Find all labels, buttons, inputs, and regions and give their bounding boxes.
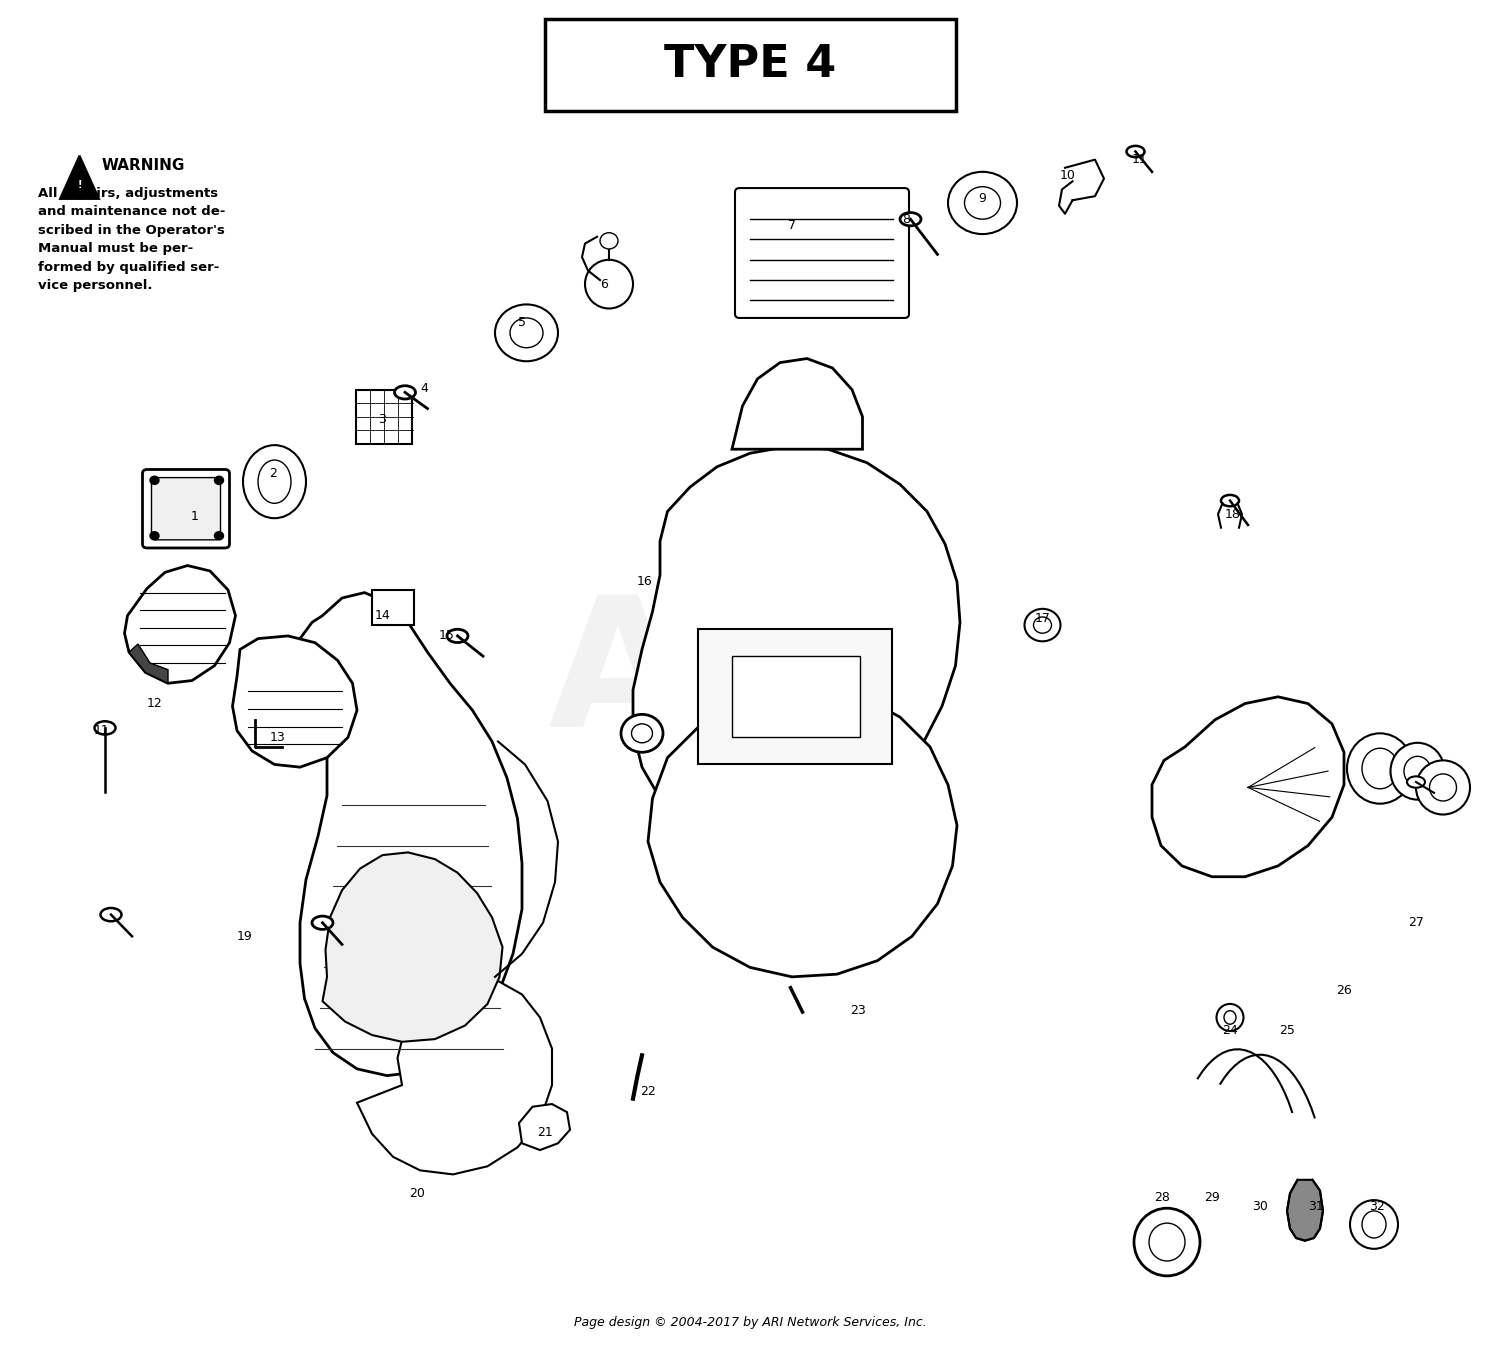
Ellipse shape — [447, 629, 468, 643]
Text: 11: 11 — [1132, 153, 1148, 166]
Text: 10: 10 — [1060, 169, 1076, 183]
Polygon shape — [60, 156, 99, 199]
Text: 25: 25 — [1280, 1024, 1294, 1038]
Polygon shape — [1287, 1180, 1323, 1241]
Polygon shape — [357, 977, 552, 1174]
Text: WARNING: WARNING — [102, 158, 186, 173]
Ellipse shape — [1362, 748, 1398, 789]
Ellipse shape — [632, 724, 652, 743]
Text: 6: 6 — [600, 277, 609, 291]
Text: 22: 22 — [640, 1085, 656, 1099]
Bar — [356, 390, 413, 444]
Polygon shape — [648, 687, 957, 977]
Ellipse shape — [495, 304, 558, 361]
Ellipse shape — [1221, 495, 1239, 506]
Text: 24: 24 — [1222, 1024, 1238, 1038]
Ellipse shape — [585, 260, 633, 308]
FancyBboxPatch shape — [142, 469, 230, 548]
Ellipse shape — [1024, 609, 1060, 641]
Text: 19: 19 — [237, 930, 252, 943]
Bar — [372, 590, 414, 625]
Bar — [698, 629, 892, 764]
Text: 12: 12 — [147, 697, 162, 710]
Text: 5: 5 — [518, 315, 526, 329]
Ellipse shape — [1134, 1208, 1200, 1276]
Ellipse shape — [621, 714, 663, 752]
Ellipse shape — [600, 233, 618, 249]
Ellipse shape — [150, 476, 159, 484]
Polygon shape — [519, 1104, 570, 1150]
Polygon shape — [1152, 697, 1344, 877]
Ellipse shape — [214, 476, 223, 484]
FancyBboxPatch shape — [735, 188, 909, 318]
Text: 20: 20 — [410, 1187, 424, 1200]
Bar — [732, 656, 860, 737]
Text: TYPE 4: TYPE 4 — [664, 43, 836, 87]
Ellipse shape — [1430, 774, 1456, 801]
Text: 17: 17 — [1035, 612, 1050, 625]
Text: 4: 4 — [420, 382, 429, 395]
Text: 28: 28 — [1155, 1191, 1170, 1204]
Ellipse shape — [94, 721, 116, 735]
Text: All repairs, adjustments
and maintenance not de-
scribed in the Operator's
Manua: All repairs, adjustments and maintenance… — [38, 187, 225, 292]
Polygon shape — [124, 566, 236, 683]
Ellipse shape — [1216, 1004, 1243, 1031]
Text: 29: 29 — [1204, 1191, 1219, 1204]
Ellipse shape — [312, 916, 333, 930]
Polygon shape — [322, 852, 502, 1042]
Ellipse shape — [1350, 1200, 1398, 1249]
Ellipse shape — [1224, 1011, 1236, 1024]
Text: 30: 30 — [1252, 1200, 1268, 1214]
Polygon shape — [633, 446, 960, 842]
Polygon shape — [300, 593, 522, 1076]
Text: 1: 1 — [190, 510, 200, 524]
Ellipse shape — [1404, 756, 1431, 786]
Ellipse shape — [1362, 1211, 1386, 1238]
Ellipse shape — [150, 532, 159, 540]
Ellipse shape — [964, 187, 1000, 219]
Text: 3: 3 — [378, 413, 387, 426]
Text: ARI: ARI — [548, 589, 892, 764]
Ellipse shape — [1347, 733, 1413, 804]
Text: 27: 27 — [1408, 916, 1424, 930]
Text: 16: 16 — [638, 575, 652, 589]
Text: 15: 15 — [440, 629, 454, 643]
Ellipse shape — [214, 532, 223, 540]
Text: 7: 7 — [788, 219, 796, 233]
Ellipse shape — [1390, 743, 1444, 800]
Text: 31: 31 — [1308, 1200, 1323, 1214]
Ellipse shape — [1034, 617, 1052, 633]
Text: 9: 9 — [978, 192, 987, 206]
Ellipse shape — [243, 445, 306, 518]
Ellipse shape — [1126, 146, 1144, 157]
Text: 32: 32 — [1370, 1200, 1384, 1214]
Bar — [544, 19, 956, 111]
Text: 21: 21 — [537, 1126, 552, 1139]
Text: 23: 23 — [850, 1004, 865, 1017]
Polygon shape — [129, 644, 168, 683]
Polygon shape — [732, 359, 862, 449]
Polygon shape — [232, 636, 357, 767]
Text: 11: 11 — [94, 724, 110, 737]
FancyBboxPatch shape — [152, 478, 220, 540]
Ellipse shape — [100, 908, 122, 921]
Ellipse shape — [510, 318, 543, 348]
Text: 26: 26 — [1336, 984, 1352, 997]
Text: !: ! — [78, 180, 81, 191]
Ellipse shape — [1407, 777, 1425, 787]
Ellipse shape — [1416, 760, 1470, 815]
Text: 8: 8 — [902, 212, 910, 226]
Ellipse shape — [948, 172, 1017, 234]
Text: 13: 13 — [270, 731, 285, 744]
Ellipse shape — [900, 212, 921, 226]
Ellipse shape — [258, 460, 291, 503]
Ellipse shape — [394, 386, 416, 399]
Text: 18: 18 — [1226, 507, 1240, 521]
Ellipse shape — [1149, 1223, 1185, 1261]
Text: Page design © 2004-2017 by ARI Network Services, Inc.: Page design © 2004-2017 by ARI Network S… — [573, 1315, 927, 1329]
Text: 2: 2 — [268, 467, 278, 480]
Text: 14: 14 — [375, 609, 390, 622]
